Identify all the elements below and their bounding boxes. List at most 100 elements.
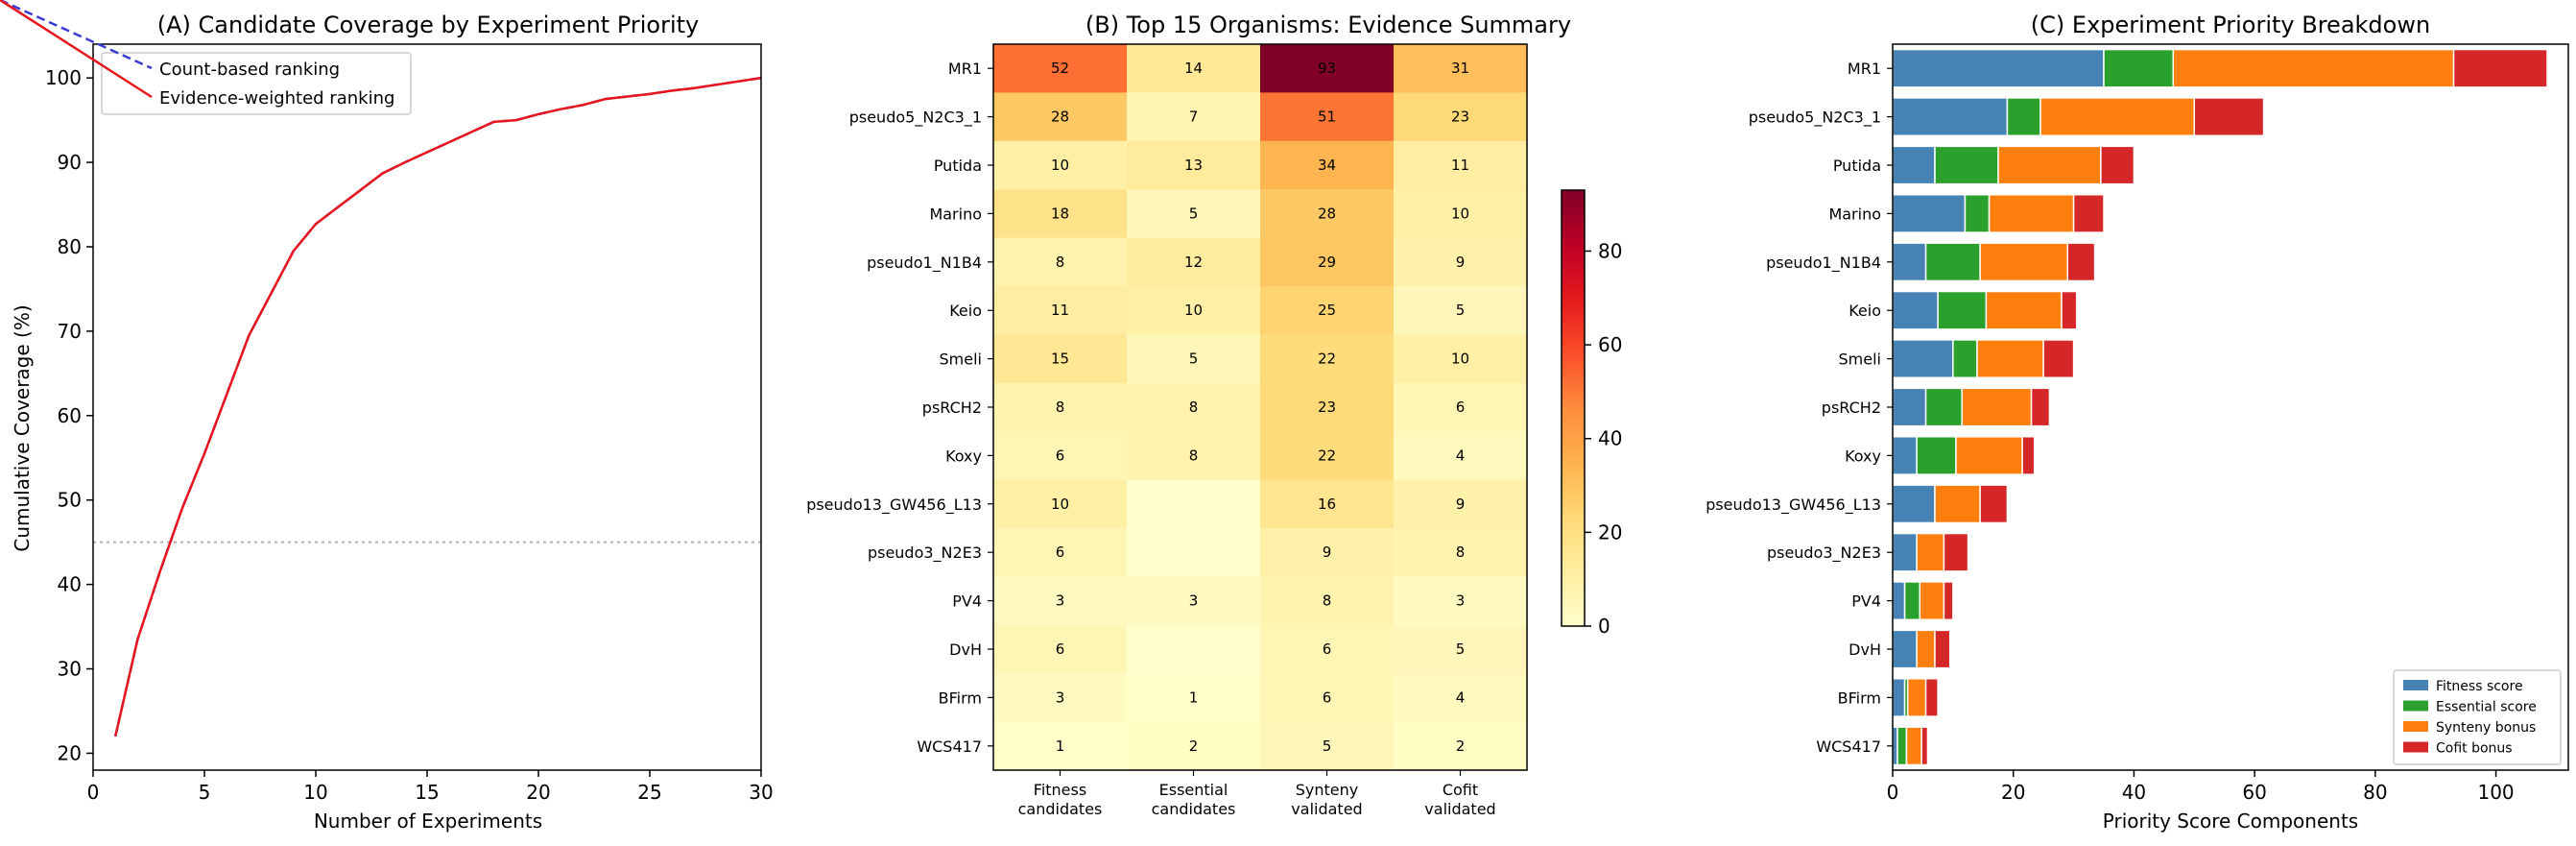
- heatmap-cell-value: 16: [1318, 496, 1336, 513]
- heatmap-cell: [993, 334, 1128, 384]
- legend-label-synteny-bonus: Synteny bonus: [2436, 720, 2536, 736]
- heatmap-column-label: Synteny validated: [1291, 781, 1362, 818]
- panel-b-title: (B) Top 15 Organisms: Evidence Summary: [1085, 12, 1571, 38]
- heatmap-cell-value: 13: [1184, 157, 1203, 174]
- category-label: WCS417: [1816, 737, 1881, 756]
- heatmap-cell-value: 1: [1189, 689, 1199, 706]
- colorbar: 0 20 40 60 80: [1561, 189, 1622, 638]
- panel-a-xlabel: Number of Experiments: [314, 810, 542, 833]
- heatmap-cell: [1394, 479, 1528, 529]
- bar-segment-cofit-bonus: [2021, 435, 2036, 475]
- heatmap-cell-value: 5: [1189, 205, 1199, 222]
- bar-segment-cofit-bonus: [1924, 677, 1939, 717]
- heatmap-cell-value: 23: [1451, 109, 1469, 126]
- column-label-line: Essential: [1159, 781, 1228, 799]
- heatmap-cell: [1394, 673, 1528, 723]
- legend-label-evidence-weighted: Evidence-weighted ranking: [159, 88, 394, 109]
- heatmap-row-label: psRCH2: [922, 399, 982, 417]
- panel-a-title: (A) Candidate Coverage by Experiment Pri…: [157, 12, 700, 38]
- heatmap-row-label: DvH: [949, 641, 982, 659]
- category-label: Keio: [1849, 302, 1881, 320]
- heatmap-cell-value: 3: [1189, 592, 1199, 610]
- heatmap-cell: [1260, 576, 1395, 626]
- heatmap-cell: [1260, 140, 1395, 190]
- heatmap-cell-value: 8: [1323, 592, 1332, 610]
- heatmap-cell-value: 3: [1456, 592, 1466, 610]
- heatmap-cell-value: 8: [1189, 399, 1199, 416]
- heatmap-cell: [993, 237, 1128, 287]
- category-label: Putida: [1833, 157, 1881, 175]
- heatmap-cell-value: 10: [1451, 205, 1469, 222]
- heatmap-cell: [1394, 431, 1528, 481]
- colorbar-tick-label: 40: [1598, 427, 1622, 450]
- heatmap-cell: [1260, 237, 1395, 287]
- heatmap-cell-value: 8: [1056, 254, 1065, 271]
- heatmap-cell: [1394, 624, 1528, 674]
- heatmap-cell: [993, 673, 1128, 723]
- heatmap-cell: [1127, 237, 1261, 287]
- bar-segment-fitness-score: [1892, 726, 1898, 766]
- heatmap-row-label: MR1: [948, 60, 982, 78]
- panel-c-xlabel: Priority Score Components: [2103, 810, 2358, 833]
- legend-frame: [2393, 669, 2562, 765]
- y-tick-label: 80: [58, 235, 82, 258]
- heatmap-row-label: Smeli: [940, 350, 982, 369]
- x-tick-label: 0: [1887, 781, 1899, 804]
- category-label: Koxy: [1845, 447, 1881, 465]
- y-tick-label: 30: [58, 658, 82, 681]
- category-label: BFirm: [1838, 689, 1881, 707]
- heatmap-row-label: Keio: [949, 302, 982, 320]
- x-tick-label: 100: [2477, 781, 2514, 804]
- heatmap-cell: [993, 286, 1128, 335]
- bar-segment-synteny-bonus: [1916, 532, 1945, 572]
- heatmap-cell-value: 5: [1189, 350, 1199, 368]
- y-tick-label: 40: [58, 573, 82, 596]
- category-label: pseudo5_N2C3_1: [1749, 109, 1881, 128]
- legend-swatch-count-based: [0, 0, 153, 70]
- bar-segment-synteny-bonus: [1961, 387, 2033, 427]
- heatmap-frame: [992, 43, 1528, 771]
- heatmap-row-label: PV4: [952, 592, 982, 611]
- bar-segment-essential-score: [1934, 145, 1999, 185]
- bar-segment-fitness-score: [1892, 435, 1918, 475]
- bar-segment-fitness-score: [1892, 677, 1906, 717]
- category-label: PV4: [1851, 592, 1881, 611]
- heatmap-cell: [993, 528, 1128, 577]
- bar-segment-essential-score: [1903, 581, 1921, 621]
- heatmap-cell-value: 10: [1184, 302, 1203, 319]
- heatmap-cell: [1394, 44, 1528, 93]
- bar-segment-essential-score: [2006, 97, 2041, 137]
- bar-segment-cofit-bonus: [1934, 629, 1951, 669]
- heatmap-cell: [1127, 92, 1261, 142]
- heatmap-cell-value: 5: [1456, 302, 1466, 319]
- panel-a-background: [93, 44, 761, 770]
- bar-segment-cofit-bonus: [2042, 339, 2075, 379]
- heatmap-cell-value: 23: [1318, 399, 1336, 416]
- heatmap-cell: [993, 92, 1128, 142]
- heatmap-cell-value: 1: [1056, 737, 1065, 755]
- x-tick-label: 5: [199, 781, 211, 804]
- heatmap-cell-value: 4: [1456, 447, 1466, 464]
- heatmap-cell-value: 28: [1318, 205, 1336, 222]
- heatmap-cell: [993, 576, 1128, 626]
- heatmap-column-label: Cofit validated: [1424, 781, 1495, 818]
- bar-segment-synteny-bonus: [1905, 726, 1922, 766]
- heatmap-cell-value: 29: [1318, 254, 1336, 271]
- bar-segment-essential-score: [1896, 726, 1908, 766]
- category-label: DvH: [1849, 641, 1881, 659]
- category-label: psRCH2: [1822, 399, 1881, 417]
- bar-segment-fitness-score: [1892, 193, 1967, 233]
- x-tick-label: 80: [2363, 781, 2387, 804]
- bar-segment-fitness-score: [1892, 339, 1954, 379]
- heatmap-cell-value: 8: [1456, 544, 1466, 561]
- legend-swatch-fitness-score: [2403, 680, 2428, 690]
- heatmap-cell-value: 6: [1056, 641, 1065, 658]
- heatmap-cell-value: 8: [1189, 447, 1199, 464]
- heatmap-cell-value: 10: [1051, 157, 1069, 174]
- heatmap-cell: [1260, 721, 1395, 771]
- bar-segment-synteny-bonus: [2172, 48, 2455, 88]
- heatmap-cell-value: 6: [1456, 399, 1466, 416]
- panel-a-coverage-chart: (A) Candidate Coverage by Experiment Pri…: [0, 0, 774, 833]
